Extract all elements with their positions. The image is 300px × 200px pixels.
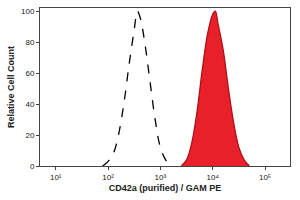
svg-text:20: 20 [25, 131, 34, 140]
svg-text:40: 40 [25, 100, 34, 109]
svg-text:0: 0 [30, 162, 35, 171]
svg-text:10⁵: 10⁵ [259, 173, 271, 182]
svg-text:80: 80 [25, 38, 34, 47]
svg-text:10⁴: 10⁴ [207, 173, 220, 182]
svg-text:60: 60 [25, 69, 34, 78]
svg-text:10¹: 10¹ [50, 173, 62, 182]
svg-text:Relative Cell Count: Relative Cell Count [6, 46, 16, 128]
svg-text:100: 100 [21, 7, 35, 16]
svg-text:10³: 10³ [155, 173, 167, 182]
svg-text:10²: 10² [102, 173, 114, 182]
svg-text:CD42a (purified) / GAM PE: CD42a (purified) / GAM PE [109, 183, 222, 193]
